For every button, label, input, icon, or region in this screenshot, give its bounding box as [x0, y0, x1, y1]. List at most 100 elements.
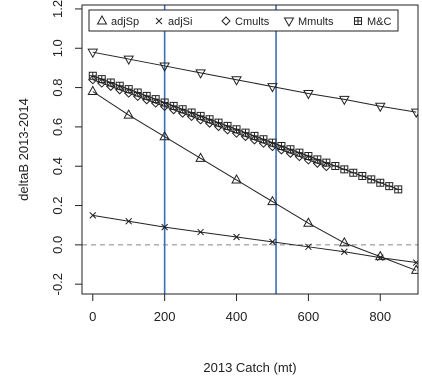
point-m-c — [394, 185, 403, 194]
point-m-c — [196, 111, 205, 120]
plot-content — [82, 5, 418, 294]
legend-marker-m-c — [354, 17, 362, 25]
point-m-c — [304, 151, 313, 160]
y-tick-label: 0.0 — [50, 236, 65, 254]
point-m-c — [106, 78, 115, 87]
point-mmults — [303, 89, 314, 100]
point-m-c — [286, 145, 295, 154]
point-cmults — [267, 141, 278, 152]
point-m-c — [349, 168, 358, 177]
point-m-c — [295, 148, 304, 157]
point-m-c — [385, 182, 394, 191]
y-tick-label: 1.0 — [50, 39, 65, 57]
point-adjsi — [197, 228, 204, 236]
point-m-c — [358, 172, 367, 181]
legend-label-mmults: Mmults — [298, 16, 334, 28]
legend-label-cmults: Cmults — [235, 16, 270, 28]
x-tick-label: 400 — [226, 309, 248, 324]
point-adjsp — [303, 217, 314, 227]
legend-item-adjsp: adjSp — [96, 14, 139, 28]
y-tick-label: 1.2 — [50, 0, 65, 18]
point-cmults — [231, 128, 242, 138]
point-cmults — [222, 125, 233, 135]
point-cmults — [195, 115, 206, 125]
point-cmults — [321, 161, 332, 172]
legend-item-adjsi: adjSi — [155, 16, 192, 28]
point-adjsi — [89, 212, 97, 219]
point-mmults — [159, 62, 171, 72]
legend: adjSp adjSi Cmults Mmults M&C — [88, 9, 399, 32]
point-mmults — [195, 69, 206, 79]
series-line-adjsi — [92, 214, 417, 264]
point-cmults — [88, 75, 98, 85]
point-m-c — [142, 91, 151, 100]
point-m-c — [331, 162, 340, 171]
legend-marker-adjsi — [155, 17, 163, 25]
point-m-c — [160, 98, 169, 107]
series-mmults — [87, 48, 418, 119]
point-adjsi — [161, 223, 169, 231]
legend-item-cmults: Cmults — [221, 16, 270, 28]
legend-label-adjsp: adjSp — [111, 16, 139, 28]
point-cmults — [115, 85, 125, 95]
series-adjsi — [89, 212, 418, 266]
point-cmults — [177, 108, 188, 118]
point-cmults — [141, 95, 152, 105]
point-cmults — [150, 98, 161, 108]
point-adjsp — [410, 264, 418, 274]
point-adjsi — [125, 217, 133, 225]
y-tick-label: 0.8 — [50, 79, 65, 97]
point-cmults — [132, 91, 143, 102]
point-mmults — [231, 76, 242, 86]
point-m-c — [268, 138, 277, 147]
point-m-c — [187, 108, 196, 117]
point-cmults — [285, 148, 296, 158]
point-adjsp — [159, 130, 171, 141]
legend-item-m-c: M&C — [354, 16, 392, 28]
x-axis-label: 2013 Catch (mt) — [203, 360, 296, 375]
x-tick-label: 0 — [89, 309, 96, 324]
point-m-c — [322, 158, 331, 167]
legend-marker-cmults — [221, 16, 231, 26]
legend-marker-mmults — [283, 17, 295, 28]
legend-label-adjsi: adjSi — [168, 16, 192, 28]
series-line-mmults — [92, 51, 417, 113]
point-adjsp — [87, 85, 99, 96]
point-m-c — [115, 81, 124, 90]
legend-box — [88, 9, 399, 32]
x-tick-label: 200 — [154, 309, 176, 324]
point-mmults — [374, 102, 386, 113]
point-m-c — [376, 178, 385, 187]
point-adjsp — [338, 236, 350, 247]
point-cmults — [276, 145, 287, 155]
point-adjsp — [123, 109, 135, 119]
point-mmults — [410, 108, 418, 119]
point-m-c — [259, 135, 268, 144]
point-m-c — [214, 118, 223, 127]
point-adjsp — [195, 152, 206, 162]
point-m-c — [340, 165, 349, 174]
point-m-c — [250, 131, 259, 140]
point-mmults — [123, 55, 135, 66]
x-tick-label: 600 — [298, 309, 320, 324]
point-cmults — [97, 78, 107, 88]
axis-ticks: 0 200 400 600 800 -0.2 0.0 0.2 0.4 0.6 0.8 1.0 1.2 — [50, 0, 391, 324]
point-adjsi — [269, 238, 276, 246]
y-tick-label: 0.6 — [50, 118, 65, 136]
point-cmults — [303, 155, 314, 165]
plot-frame — [81, 4, 419, 295]
point-m-c — [367, 175, 376, 184]
x-tick-label: 800 — [369, 309, 391, 324]
point-cmults — [240, 131, 251, 142]
point-cmults — [168, 105, 179, 115]
point-cmults — [186, 111, 197, 122]
point-m-c — [97, 75, 106, 84]
point-cmults — [258, 138, 269, 148]
point-m-c — [241, 128, 250, 137]
point-adjsi — [233, 233, 240, 241]
point-cmults — [204, 118, 215, 128]
point-m-c — [133, 88, 142, 97]
point-adjsp — [231, 173, 242, 184]
point-mmults — [267, 83, 278, 93]
